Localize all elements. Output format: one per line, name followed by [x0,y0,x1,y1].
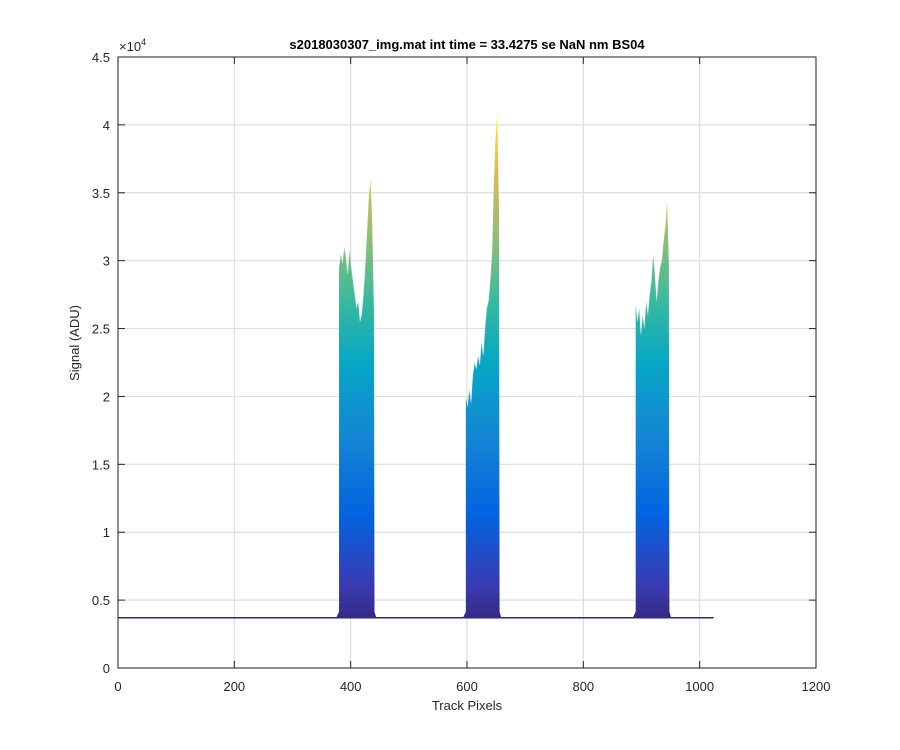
x-axis-label: Track Pixels [432,698,503,713]
y-tick-label: 1 [103,525,110,540]
signal-areas [118,111,714,619]
y-exponent-power: 4 [141,37,146,47]
x-tick-label: 600 [456,679,478,694]
x-tick-label: 800 [572,679,594,694]
x-tick-label: 1200 [802,679,831,694]
y-tick-label: 3.5 [92,186,110,201]
y-tick-label: 3 [103,254,110,269]
signal-area-1 [336,179,377,618]
x-tick-label: 1000 [685,679,714,694]
y-tick-label: 1.5 [92,457,110,472]
x-tick-label: 200 [223,679,245,694]
y-exponent-base: ×10 [119,39,141,54]
y-exponent-label: ×104 [119,37,146,54]
y-tick-label: 0 [103,661,110,676]
chart-title: s2018030307_img.mat int time = 33.4275 s… [289,37,645,52]
x-tick-label: 0 [114,679,121,694]
signal-area-3 [632,202,672,618]
tick-labels: 0 200 400 600 800 1000 1200 0 0.5 1 1.5 2 2.5 3 3.5 4 4.… [92,50,831,694]
signal-edge-2 [465,111,500,408]
y-axis-label: Signal (ADU) [67,305,82,381]
signal-edge-1 [338,179,375,322]
x-tick-label: 400 [340,679,362,694]
y-tick-label: 0.5 [92,593,110,608]
y-tick-label: 4.5 [92,50,110,65]
y-tick-label: 2.5 [92,322,110,337]
axes-frame [117,56,817,669]
signal-edge-3 [635,202,670,336]
signal-area-2 [462,111,502,618]
y-tick-label: 2 [103,389,110,404]
y-tick-label: 4 [103,118,110,133]
